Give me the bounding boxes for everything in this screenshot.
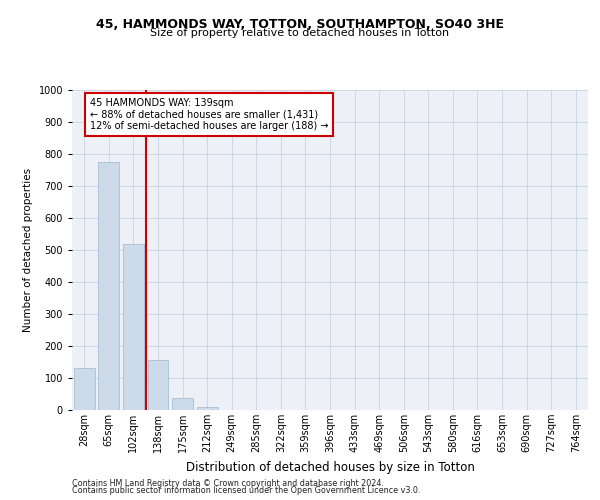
Bar	[123, 244, 144, 410]
Bar	[74, 368, 95, 410]
Bar	[172, 398, 193, 410]
Bar	[148, 360, 169, 410]
Text: Size of property relative to detached houses in Totton: Size of property relative to detached ho…	[151, 28, 449, 38]
Bar	[98, 162, 119, 410]
Y-axis label: Number of detached properties: Number of detached properties	[23, 168, 33, 332]
Text: Contains HM Land Registry data © Crown copyright and database right 2024.: Contains HM Land Registry data © Crown c…	[72, 478, 384, 488]
Text: 45 HAMMONDS WAY: 139sqm
← 88% of detached houses are smaller (1,431)
12% of semi: 45 HAMMONDS WAY: 139sqm ← 88% of detache…	[90, 98, 329, 131]
Text: Contains public sector information licensed under the Open Government Licence v3: Contains public sector information licen…	[72, 486, 421, 495]
X-axis label: Distribution of detached houses by size in Totton: Distribution of detached houses by size …	[185, 460, 475, 473]
Text: 45, HAMMONDS WAY, TOTTON, SOUTHAMPTON, SO40 3HE: 45, HAMMONDS WAY, TOTTON, SOUTHAMPTON, S…	[96, 18, 504, 30]
Bar	[197, 407, 218, 410]
